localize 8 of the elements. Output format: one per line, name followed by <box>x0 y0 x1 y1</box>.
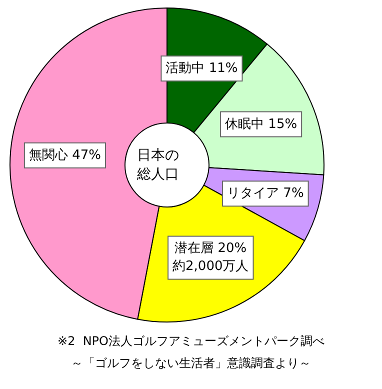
slice-label: 無関心 47% <box>28 146 101 163</box>
slice-label: 休眠中 15% <box>225 116 298 132</box>
slice-label: 活動中 11% <box>166 61 238 76</box>
text: ～「ゴルフをしない生活者」意識調査より～ <box>71 356 311 370</box>
text: ※2 NPO法人ゴルフアミューズメントパーク調べ <box>58 334 324 348</box>
slice-label: リタイア 7% <box>227 186 304 202</box>
slice-label: 潜在層 20% 約2,000万人 <box>172 241 249 274</box>
text: 日本の総人口 <box>136 148 179 182</box>
